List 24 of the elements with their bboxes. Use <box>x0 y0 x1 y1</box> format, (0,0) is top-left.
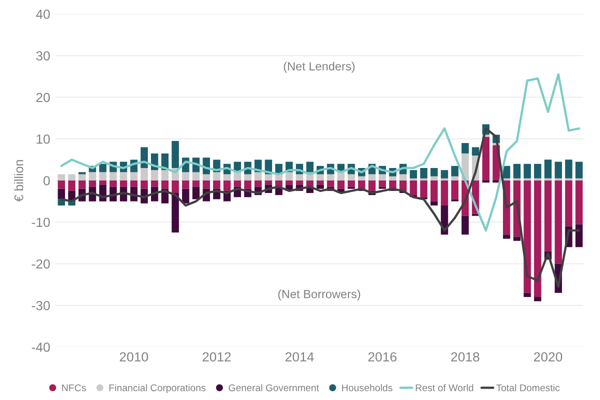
legend-label: Total Domestic <box>496 384 560 392</box>
y-tick-label: -10 <box>32 218 50 228</box>
y-tick-label: 30 <box>36 51 50 61</box>
legend-label: General Government <box>228 384 319 392</box>
x-tick-label: 2020 <box>534 352 562 362</box>
annotation: (Net Borrowers) <box>278 290 360 301</box>
legend-label: Financial Corporations <box>109 384 206 394</box>
y-tick-label: -20 <box>32 259 50 269</box>
y-tick-label: 0 <box>44 176 50 186</box>
y-tick-label: 10 <box>36 134 50 144</box>
y-tick-label: -30 <box>32 300 50 310</box>
y-axis-title: € billion <box>14 160 24 202</box>
y-tick-label: 20 <box>36 92 50 102</box>
x-tick-label: 2014 <box>286 352 314 362</box>
legend-label: NFCs <box>62 384 86 392</box>
y-tick-label: 40 <box>36 10 50 19</box>
x-tick-label: 2012 <box>202 352 231 362</box>
annotation: (Net Lenders) <box>284 62 355 73</box>
y-tick-label: -40 <box>32 342 50 352</box>
x-tick-label: 2016 <box>368 352 396 362</box>
legend-label: Households <box>342 384 392 392</box>
x-tick-label: 2018 <box>451 352 480 362</box>
legend-label: Rest of World <box>416 384 474 392</box>
x-tick-label: 2010 <box>120 352 148 362</box>
